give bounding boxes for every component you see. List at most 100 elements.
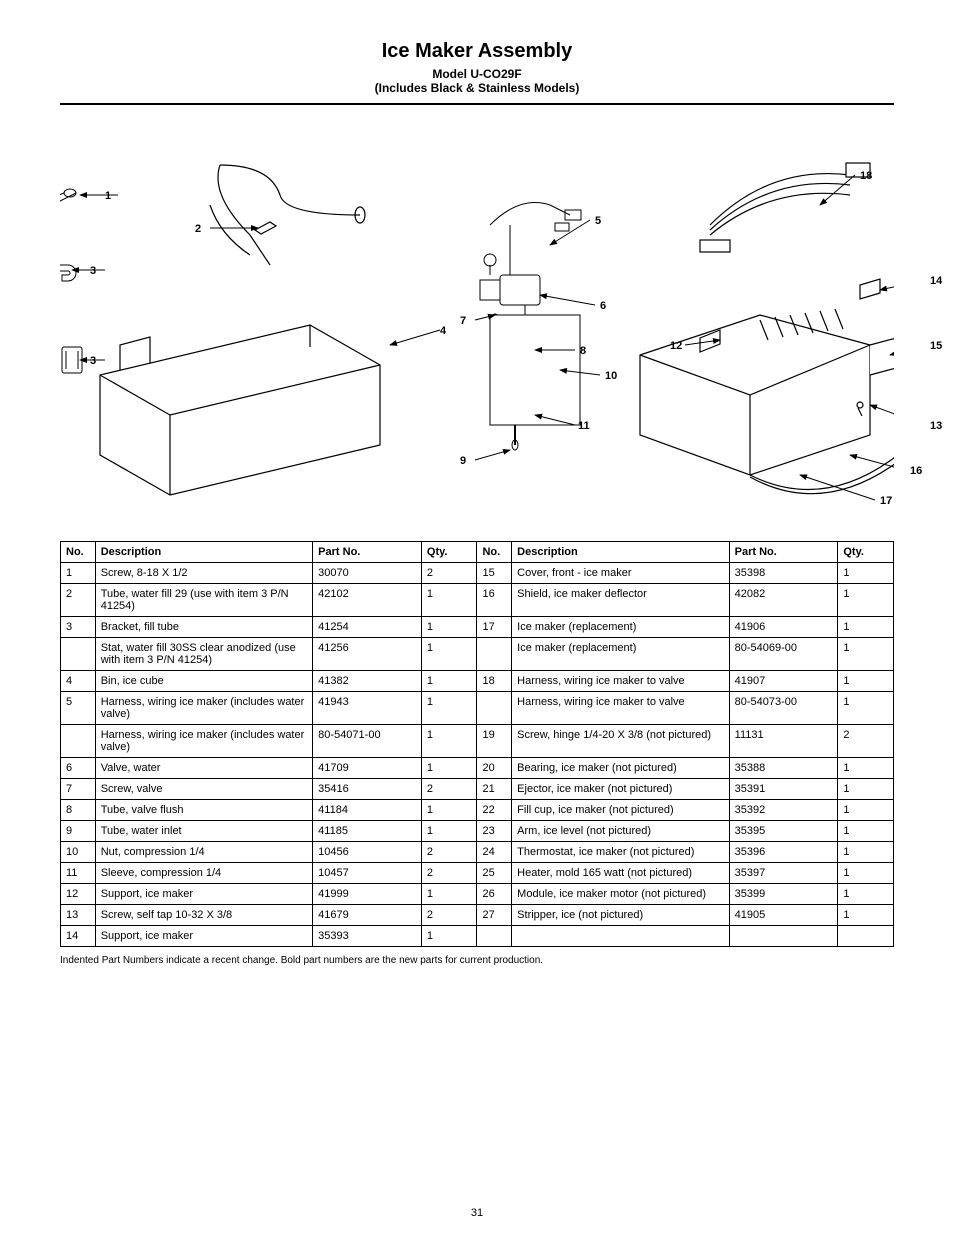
parts-table-body: 1Screw, 8-18 X 1/230070215Cover, front -… (61, 563, 894, 947)
col-header: Qty. (838, 542, 894, 563)
table-row: 7Screw, valve35416221Ejector, ice maker … (61, 779, 894, 800)
diagram-svg (60, 115, 894, 535)
cell: 1 (838, 800, 894, 821)
cell: Screw, valve (95, 779, 312, 800)
cell: 3 (61, 617, 96, 638)
cell: 18 (477, 671, 512, 692)
cell: Harness, wiring ice maker (includes wate… (95, 692, 312, 725)
cell: Support, ice maker (95, 926, 312, 947)
cell: 41999 (313, 884, 422, 905)
callout-3: 3 (90, 265, 96, 277)
cell: 80-54071-00 (313, 725, 422, 758)
cell: 1 (838, 671, 894, 692)
callout-1: 1 (105, 190, 111, 202)
cell: 1 (421, 884, 477, 905)
cell: Sleeve, compression 1/4 (95, 863, 312, 884)
table-row: 2Tube, water fill 29 (use with item 3 P/… (61, 584, 894, 617)
cell: Harness, wiring ice maker (includes wate… (95, 725, 312, 758)
parts-table: No.DescriptionPart No.Qty.No.Description… (60, 541, 894, 947)
cell: 21 (477, 779, 512, 800)
cell (477, 926, 512, 947)
cell: 35392 (729, 800, 838, 821)
cell (512, 926, 729, 947)
cell: 10 (61, 842, 96, 863)
table-row: 5Harness, wiring ice maker (includes wat… (61, 692, 894, 725)
cell: 42082 (729, 584, 838, 617)
cell: 41184 (313, 800, 422, 821)
callout-15: 15 (930, 340, 942, 352)
cell: 1 (838, 863, 894, 884)
exploded-diagram: 1233456781011912131415161718 (60, 115, 894, 535)
callout-16: 16 (910, 465, 922, 477)
cell (61, 638, 96, 671)
callout-6: 6 (600, 300, 606, 312)
cell: 1 (838, 584, 894, 617)
cell: 2 (61, 584, 96, 617)
cell: Tube, water fill 29 (use with item 3 P/N… (95, 584, 312, 617)
cell: 41256 (313, 638, 422, 671)
cell: 1 (421, 692, 477, 725)
cell: 41907 (729, 671, 838, 692)
cell: 35391 (729, 779, 838, 800)
cell (477, 692, 512, 725)
cell: 19 (477, 725, 512, 758)
cell: 12 (61, 884, 96, 905)
cell: Screw, self tap 10-32 X 3/8 (95, 905, 312, 926)
cell: 1 (421, 725, 477, 758)
table-row: 11Sleeve, compression 1/410457225Heater,… (61, 863, 894, 884)
cell: Cover, front - ice maker (512, 563, 729, 584)
callout-11: 11 (578, 420, 590, 432)
table-row: 13Screw, self tap 10-32 X 3/841679227Str… (61, 905, 894, 926)
cell: 27 (477, 905, 512, 926)
cell: 1 (838, 563, 894, 584)
table-row: 6Valve, water41709120Bearing, ice maker … (61, 758, 894, 779)
col-header: No. (477, 542, 512, 563)
callout-2: 2 (195, 223, 201, 235)
cell: Ejector, ice maker (not pictured) (512, 779, 729, 800)
cell: 23 (477, 821, 512, 842)
cell: 1 (838, 779, 894, 800)
footer-note: Indented Part Numbers indicate a recent … (60, 955, 894, 966)
cell: 2 (421, 779, 477, 800)
cell: Stripper, ice (not pictured) (512, 905, 729, 926)
cell: 1 (421, 800, 477, 821)
cell: Module, ice maker motor (not pictured) (512, 884, 729, 905)
cell: 1 (838, 842, 894, 863)
cell: Shield, ice maker deflector (512, 584, 729, 617)
cell: Valve, water (95, 758, 312, 779)
table-row: 10Nut, compression 1/410456224Thermostat… (61, 842, 894, 863)
header-rule (60, 103, 894, 105)
cell: 41905 (729, 905, 838, 926)
cell: Harness, wiring ice maker to valve (512, 671, 729, 692)
page-title: Ice Maker Assembly (60, 40, 894, 63)
cell: 42102 (313, 584, 422, 617)
cell: 15 (477, 563, 512, 584)
cell: Heater, mold 165 watt (not pictured) (512, 863, 729, 884)
cell: 1 (61, 563, 96, 584)
cell: Ice maker (replacement) (512, 617, 729, 638)
cell: 1 (421, 584, 477, 617)
cell: 41382 (313, 671, 422, 692)
cell: 1 (838, 638, 894, 671)
cell: 26 (477, 884, 512, 905)
cell: 30070 (313, 563, 422, 584)
cell: 13 (61, 905, 96, 926)
col-header: No. (61, 542, 96, 563)
cell: 2 (421, 905, 477, 926)
cell: 1 (421, 617, 477, 638)
cell: 41254 (313, 617, 422, 638)
cell: 17 (477, 617, 512, 638)
cell: Nut, compression 1/4 (95, 842, 312, 863)
table-row: 9Tube, water inlet41185123Arm, ice level… (61, 821, 894, 842)
cell: 11 (61, 863, 96, 884)
col-header: Part No. (313, 542, 422, 563)
callout-3: 3 (90, 355, 96, 367)
cell: 1 (838, 905, 894, 926)
cell: Harness, wiring ice maker to valve (512, 692, 729, 725)
cell: 11131 (729, 725, 838, 758)
cell: 1 (838, 758, 894, 779)
cell: Thermostat, ice maker (not pictured) (512, 842, 729, 863)
cell: 8 (61, 800, 96, 821)
cell: 35416 (313, 779, 422, 800)
cell: 80-54073-00 (729, 692, 838, 725)
